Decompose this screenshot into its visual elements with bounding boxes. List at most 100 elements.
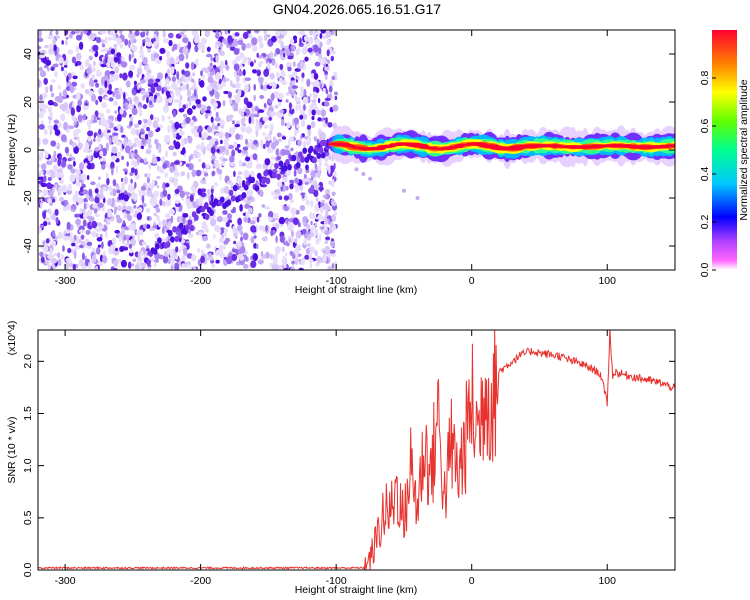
noise-blob [96,237,103,242]
noise-blob [111,167,114,176]
noise-blob [287,223,294,232]
noise-blob [191,169,197,178]
noise-blob [203,172,209,177]
noise-blob [122,139,128,147]
x-tick-label: 0 [469,275,475,287]
noise-blob [280,71,286,78]
noise-blob [151,57,156,62]
noise-blob [230,182,235,188]
noise-blob [104,96,109,101]
noise-blob [100,48,107,53]
noise-blob [308,252,312,260]
noise-blob [142,94,150,98]
noise-blob [223,228,228,233]
noise-blob [153,52,160,59]
noise-blob [268,82,273,87]
noise-blob [74,245,81,250]
noise-blob [138,229,144,236]
noise-blob [52,37,56,47]
noise-blob [49,30,53,34]
noise-blob [286,185,289,191]
noise-blob [98,87,104,96]
noise-blob [53,150,57,157]
noise-blob [140,133,145,139]
noise-blob [266,146,273,154]
noise-blob [259,42,264,49]
noise-blob [74,62,78,67]
noise-blob [58,155,62,163]
noise-blob [302,177,307,183]
noise-blob [76,235,80,242]
noise-blob [146,97,149,104]
noise-blob [107,198,113,206]
noise-blob [110,48,116,55]
noise-blob [79,162,85,171]
noise-blob [113,208,117,215]
noise-blob [38,151,44,160]
noise-blob [219,244,223,249]
y-tick-label: 40 [22,48,34,60]
noise-blob [233,63,240,71]
noise-blob [137,83,142,88]
noise-blob [215,55,219,63]
noise-blob [241,150,248,154]
trace-blob [254,185,260,192]
noise-blob [260,84,264,90]
noise-blob [239,255,245,261]
noise-blob [40,244,45,249]
noise-blob [51,240,57,246]
drift-dot [401,188,406,193]
noise-blob [285,99,289,103]
noise-blob [156,72,163,81]
trace-blob [302,147,308,154]
noise-blob [271,264,278,270]
noise-blob [93,60,96,67]
trace-blob [167,230,173,237]
noise-blob [146,216,150,221]
noise-blob [107,56,115,63]
noise-blob [313,72,319,80]
noise-blob [215,41,221,46]
noise-blob [66,204,72,211]
noise-blob [159,47,166,55]
noise-blob [218,237,224,244]
noise-blob [296,76,300,80]
x-tick-label: 0 [469,575,475,587]
noise-blob [130,238,136,247]
trace-blob [193,214,199,221]
noise-blob [286,242,290,247]
noise-blob [76,104,81,113]
noise-blob [333,170,337,178]
noise-blob [228,127,236,135]
noise-blob [164,172,169,178]
noise-blob [212,214,216,219]
noise-blob [201,224,208,230]
noise-blob [162,162,168,169]
noise-blob [324,156,329,163]
noise-blob [295,244,301,250]
noise-blob [53,102,59,107]
noise-blob [289,250,294,256]
noise-blob [216,216,223,223]
noise-blob [99,96,103,103]
trace-blob [219,196,225,203]
noise-blob [71,242,76,247]
noise-blob [137,234,140,242]
noise-blob [261,204,266,208]
noise-blob [268,210,274,219]
noise-blob [178,216,183,223]
noise-blob [256,216,260,223]
noise-blob [64,40,68,46]
noise-blob [73,234,77,241]
noise-blob [181,138,185,147]
noise-blob [148,78,154,85]
noise-blob [276,156,282,161]
noise-blob [94,197,100,204]
noise-blob [40,256,45,264]
noise-blob [272,223,277,227]
noise-blob [131,107,138,116]
noise-blob [105,109,111,114]
noise-blob [154,138,159,145]
noise-blob [310,73,315,79]
noise-blob [301,228,307,235]
